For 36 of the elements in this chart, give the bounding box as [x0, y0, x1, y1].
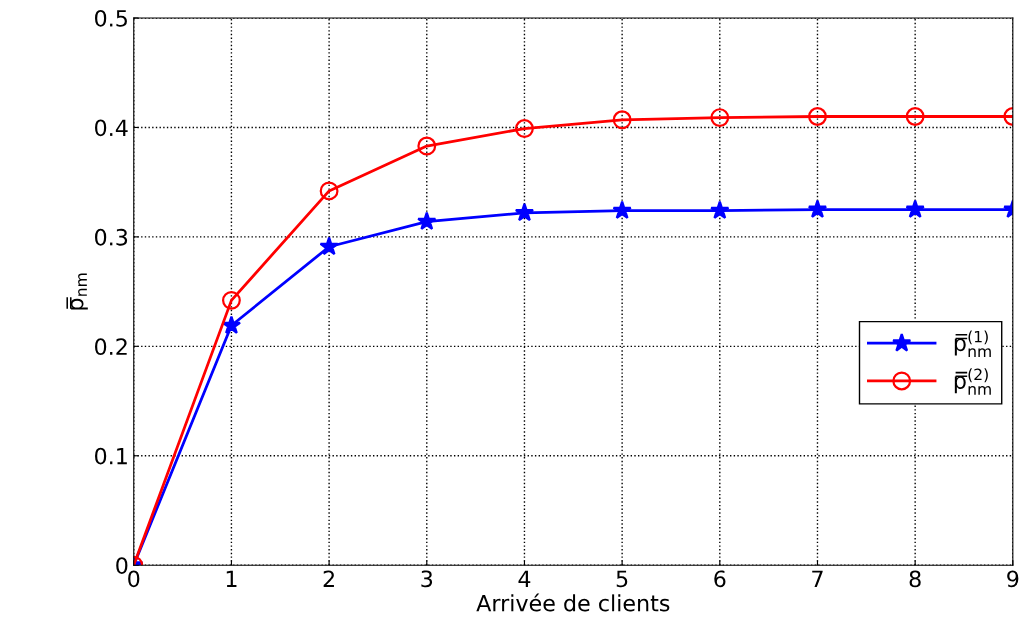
y-tick-label: 0.2 — [95, 338, 127, 356]
x-tick-label: 7 — [812, 570, 823, 587]
x-tick-label: 1 — [226, 570, 237, 587]
legend-label: p̿$^{(1)}$$_{nm}$ — [954, 330, 991, 357]
y-tick-label: 0 — [116, 557, 128, 574]
point — [612, 110, 632, 130]
point — [319, 236, 339, 256]
y-axis-title: p̿$_{nm}$ — [66, 273, 88, 310]
point — [515, 119, 534, 138]
y-tick-label: 0.5 — [95, 9, 127, 27]
x-tick-label: 2 — [323, 570, 334, 587]
point — [905, 199, 925, 218]
x-tick-label: 9 — [1007, 570, 1019, 588]
point — [417, 211, 437, 230]
x-tick-label: 3 — [421, 570, 433, 588]
point — [807, 199, 828, 218]
legend-label: p̿$^{(2)}$$_{nm}$ — [954, 368, 991, 395]
point — [319, 181, 339, 201]
point — [710, 200, 730, 220]
point — [514, 202, 535, 222]
x-tick-label: 6 — [714, 570, 726, 588]
y-tick-label: 0.3 — [95, 228, 128, 246]
y-tick-label: 0.4 — [95, 119, 128, 137]
x-tick-label: 8 — [909, 570, 921, 588]
point — [710, 108, 730, 128]
x-tick-label: 4 — [518, 570, 531, 587]
x-axis-title: Arrivée de clients — [476, 593, 670, 612]
point — [612, 200, 632, 220]
point — [417, 136, 437, 156]
point — [905, 107, 925, 126]
point — [221, 315, 242, 334]
x-tick-label: 5 — [616, 570, 628, 588]
y-tick-label: 0.1 — [95, 447, 127, 465]
point — [808, 107, 827, 126]
point — [221, 290, 241, 310]
x-tick-label: 0 — [128, 570, 140, 588]
